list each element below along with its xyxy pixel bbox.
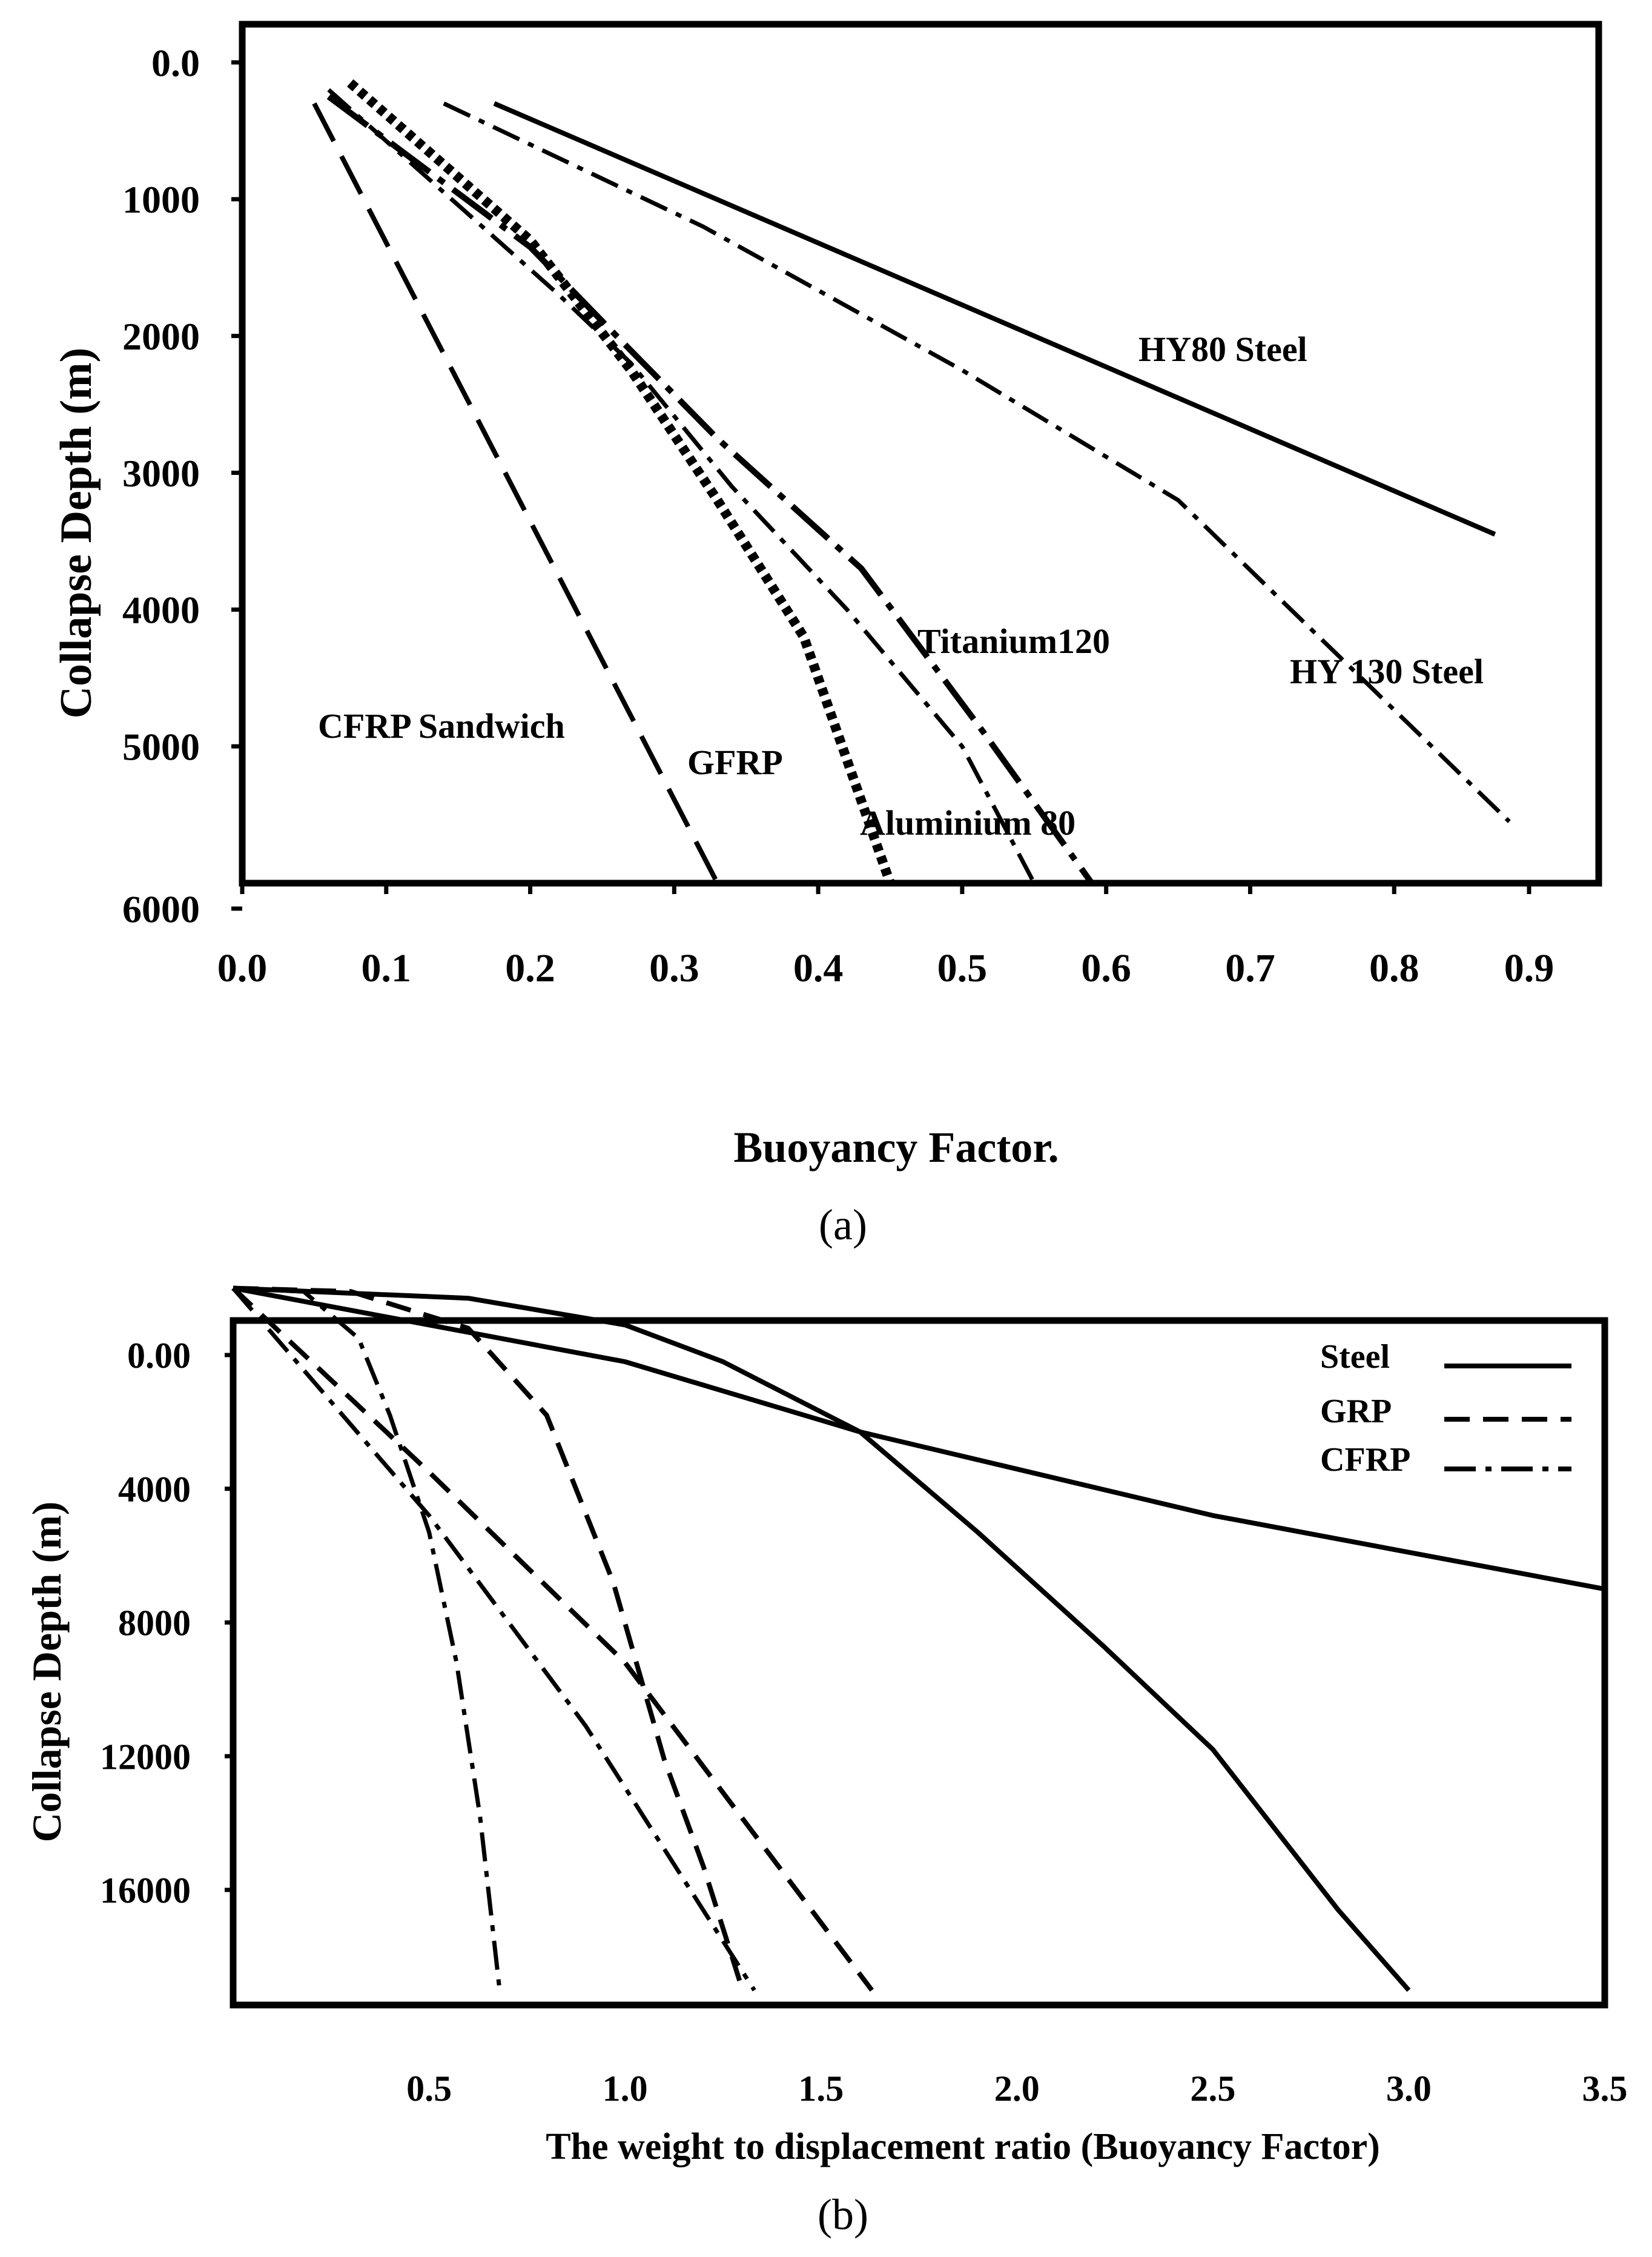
chart-b-series-steel-1: [233, 1285, 1605, 1592]
chart-a-series-gfrp-4: [347, 79, 895, 885]
chart-b-legend: Steel GRP CFRP: [1320, 1338, 1571, 1479]
chart-b-x-tick-label: 2.0: [994, 2069, 1040, 2109]
chart-a-y-tick-label: 2000: [122, 315, 200, 358]
chart-a-y-tick-label: 6000: [122, 887, 200, 930]
chart-b-series-steel-0: [233, 1285, 1411, 1992]
chart-a-y-tick-label: 3000: [122, 452, 200, 495]
chart-a-x-tick-label: 0.4: [793, 946, 844, 990]
chart-a-series-hy80-steel-0: [493, 101, 1496, 537]
chart-a-series-group: [312, 79, 1511, 885]
chart-a-y-tick-label: 4000: [122, 589, 200, 632]
caption-b: (b): [818, 2190, 868, 2239]
chart-b-y-tick-label: 8000: [118, 1603, 191, 1643]
chart-b-y-ticks: 0.00 4000 8000 12000 16000: [100, 1336, 233, 1911]
caption-a: (a): [819, 1201, 867, 1249]
chart-b-y-tick-label: 12000: [100, 1737, 191, 1777]
chart-a-y-axis-title: Collapse Depth (m): [51, 348, 101, 719]
legend-label-cfrp: CFRP: [1320, 1441, 1410, 1479]
chart-a-label-titanium120: Titanium120: [917, 621, 1110, 661]
legend-label-grp: GRP: [1320, 1393, 1392, 1430]
chart-b-x-tick-label: 0.5: [406, 2069, 452, 2109]
chart-a-label-cfrp-sandwich: CFRP Sandwich: [318, 706, 565, 746]
chart-b-plot-frame: [230, 1317, 1608, 2009]
chart-a-series-aluminium-80-3: [327, 88, 1036, 884]
chart-b-series-cfrp-5: [231, 1287, 756, 1992]
chart-b-y-tick-label: 4000: [118, 1470, 191, 1510]
chart-a-x-tick-label: 0.3: [649, 946, 699, 990]
chart-a-x-tick-label: 0.5: [937, 946, 988, 990]
chart-b-series-cfrp-4: [233, 1286, 502, 1990]
chart-a-series-hy-130-steel-1: [443, 101, 1511, 823]
chart-a-label-aluminium80: Aluminium 80: [860, 803, 1075, 843]
chart-a-x-tick-label: 0.6: [1081, 946, 1131, 990]
chart-a-x-tick-label: 0.8: [1369, 946, 1419, 990]
chart-a-x-axis-title: Buoyancy Factor.: [733, 1123, 1059, 1172]
chart-a-x-tick-label: 0.9: [1504, 946, 1555, 990]
chart-b-y-axis-title: Collapse Depth (m): [24, 1502, 70, 1843]
chart-b-x-ticks: 0.5 1.0 1.5 2.0 2.5 3.0 3.5: [406, 2069, 1627, 2109]
chart-b-x-tick-label: 3.0: [1386, 2069, 1432, 2109]
chart-a-y-tick-label: 5000: [122, 726, 200, 769]
chart-a: 0.0 0.1 0.2 0.3 0.4 0.5 0.6 0.7 0.8 0.9 0.0 1000 20…: [51, 21, 1602, 1249]
chart-b-x-tick-label: 2.5: [1190, 2069, 1235, 2109]
chart-b-series-grp-2: [233, 1285, 745, 1991]
chart-a-label-hy80-steel: HY80 Steel: [1138, 330, 1307, 369]
chart-a-x-ticks: 0.0 0.1 0.2 0.3 0.4 0.5 0.6 0.7 0.8 0.9: [217, 883, 1555, 990]
chart-b-y-tick-label: 16000: [100, 1871, 191, 1911]
chart-a-y-tick-label: 0.0: [151, 41, 200, 84]
chart-a-series-cfrp-sandwich-5: [312, 102, 720, 884]
chart-b: 0.5 1.0 1.5 2.0 2.5 3.0 3.5 0.00 4000 8000 12000 1…: [24, 1285, 1628, 2239]
chart-a-x-tick-label: 0.7: [1225, 946, 1275, 990]
chart-a-label-hy130-steel: HY 130 Steel: [1290, 652, 1484, 691]
legend-label-steel: Steel: [1320, 1338, 1390, 1376]
chart-a-plot-frame: [239, 21, 1602, 887]
chart-a-label-gfrp: GFRP: [687, 743, 783, 782]
chart-a-x-tick-label: 0.2: [505, 946, 555, 990]
chart-b-x-tick-label: 1.5: [798, 2069, 844, 2109]
chart-b-y-tick-label: 0.00: [127, 1336, 191, 1376]
chart-a-y-ticks: 0.0 1000 2000 3000 4000 5000 6000: [122, 41, 242, 930]
chart-b-series-group: [231, 1285, 1605, 1992]
chart-a-x-tick-label: 0.1: [362, 946, 412, 990]
chart-a-x-tick-label: 0.0: [217, 946, 268, 990]
chart-b-series-grp-3: [231, 1286, 874, 1992]
chart-b-x-tick-label: 1.0: [603, 2069, 648, 2109]
chart-b-x-tick-label: 3.5: [1582, 2069, 1628, 2109]
chart-b-x-axis-title: The weight to displacement ratio (Buoyan…: [546, 2126, 1380, 2167]
chart-a-y-tick-label: 1000: [122, 178, 200, 221]
